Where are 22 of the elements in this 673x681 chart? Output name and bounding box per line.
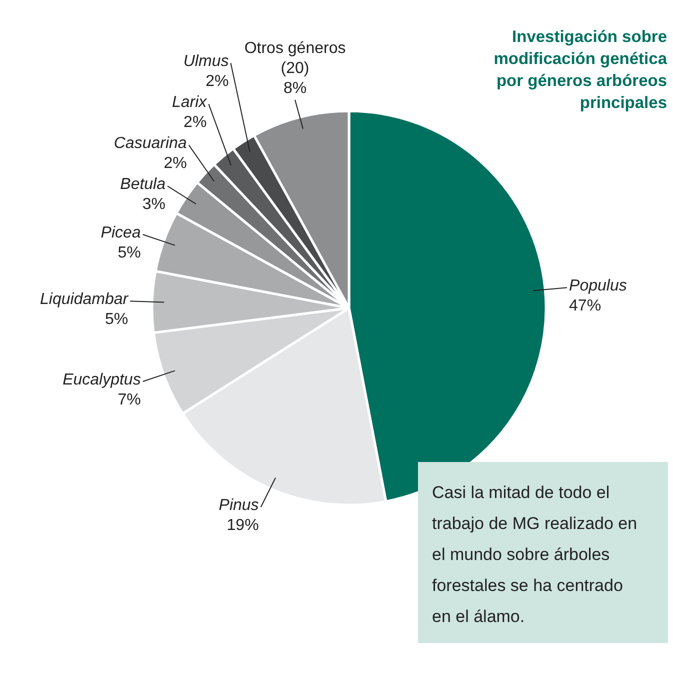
slice-label: Populus <box>569 278 627 295</box>
data-label: 2% <box>206 73 229 90</box>
text: Investigación sobre modificación genética por géneros arbóreos principales <box>494 28 668 112</box>
slice-label: Liquidambar <box>40 291 129 308</box>
text: Casi la mitad de todo el trabajo de MG realizado en el mundo sobre árboles forestales se ha centrado en el álamo. <box>432 483 638 626</box>
slice-label: Larix <box>172 94 208 112</box>
slice-label: Pinus <box>218 497 259 514</box>
data-label: 5% <box>104 311 128 328</box>
slice-label: Picea <box>100 224 141 242</box>
slice-label: Eucalyptus <box>62 372 141 389</box>
data-label: 8% <box>283 80 307 97</box>
slice-label: Betula <box>120 176 166 194</box>
data-label: 19% <box>226 517 259 534</box>
data-label: 2% <box>184 114 207 132</box>
data-label: 2% <box>164 155 187 172</box>
data-label: 47% <box>569 298 602 315</box>
slice-label: Casuarina <box>114 135 187 152</box>
data-label: 7% <box>118 392 141 409</box>
slice-label: Ulmus <box>183 53 229 70</box>
data-label: 3% <box>142 196 166 214</box>
slice-label: Otros géneros (20) <box>244 40 346 77</box>
data-label: 5% <box>118 244 141 262</box>
